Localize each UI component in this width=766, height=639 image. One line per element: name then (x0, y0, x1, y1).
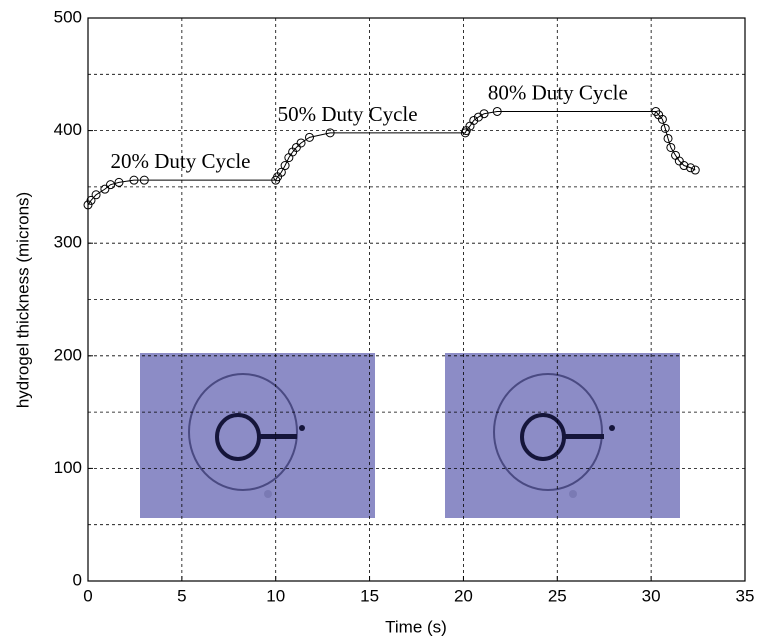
annotation: 80% Duty Cycle (488, 80, 628, 104)
data-point (83, 200, 93, 210)
data-point (666, 142, 676, 152)
x-tick-label: 20 (454, 586, 473, 605)
data-line (87, 110, 696, 206)
y-tick-label: 0 (73, 570, 82, 589)
data-point (139, 175, 149, 185)
data-point (280, 161, 290, 171)
y-tick-label: 500 (54, 7, 82, 26)
data-point (657, 114, 667, 124)
data-point (674, 156, 684, 166)
data-point (469, 115, 479, 125)
x-tick-label: 35 (736, 586, 755, 605)
x-tick-label: 15 (360, 586, 379, 605)
data-point (296, 138, 306, 148)
data-point (106, 180, 116, 190)
data-point (663, 133, 673, 143)
y-tick-label: 300 (54, 233, 82, 252)
x-tick-label: 10 (266, 586, 285, 605)
data-point (129, 175, 139, 185)
x-tick-label: 0 (83, 586, 92, 605)
data-point (660, 123, 670, 133)
y-axis-label: hydrogel thickness (microns) (13, 192, 32, 408)
data-point (86, 195, 96, 205)
data-point (291, 142, 301, 152)
x-tick-label: 30 (642, 586, 661, 605)
plot-frame (87, 17, 746, 582)
data-point (276, 167, 286, 177)
data-point (479, 109, 489, 119)
data-point (686, 163, 696, 173)
annotation: 20% Duty Cycle (111, 149, 251, 173)
x-tick-label: 25 (548, 586, 567, 605)
inset-image-left (140, 353, 375, 518)
data-point (325, 128, 335, 138)
y-tick-label: 200 (54, 345, 82, 364)
data-point (651, 106, 661, 116)
x-tick-label: 5 (177, 586, 186, 605)
data-point (100, 184, 110, 194)
y-tick-label: 400 (54, 120, 82, 139)
data-point (690, 165, 700, 175)
data-point (492, 106, 502, 116)
annotation: 50% Duty Cycle (278, 102, 418, 126)
y-tick-label: 100 (54, 458, 82, 477)
data-point (114, 177, 124, 187)
data-point (679, 161, 689, 171)
data-point (91, 190, 101, 200)
x-axis-label: Time (s) (385, 617, 447, 636)
inset-image-right (445, 353, 680, 518)
data-point (305, 132, 315, 142)
